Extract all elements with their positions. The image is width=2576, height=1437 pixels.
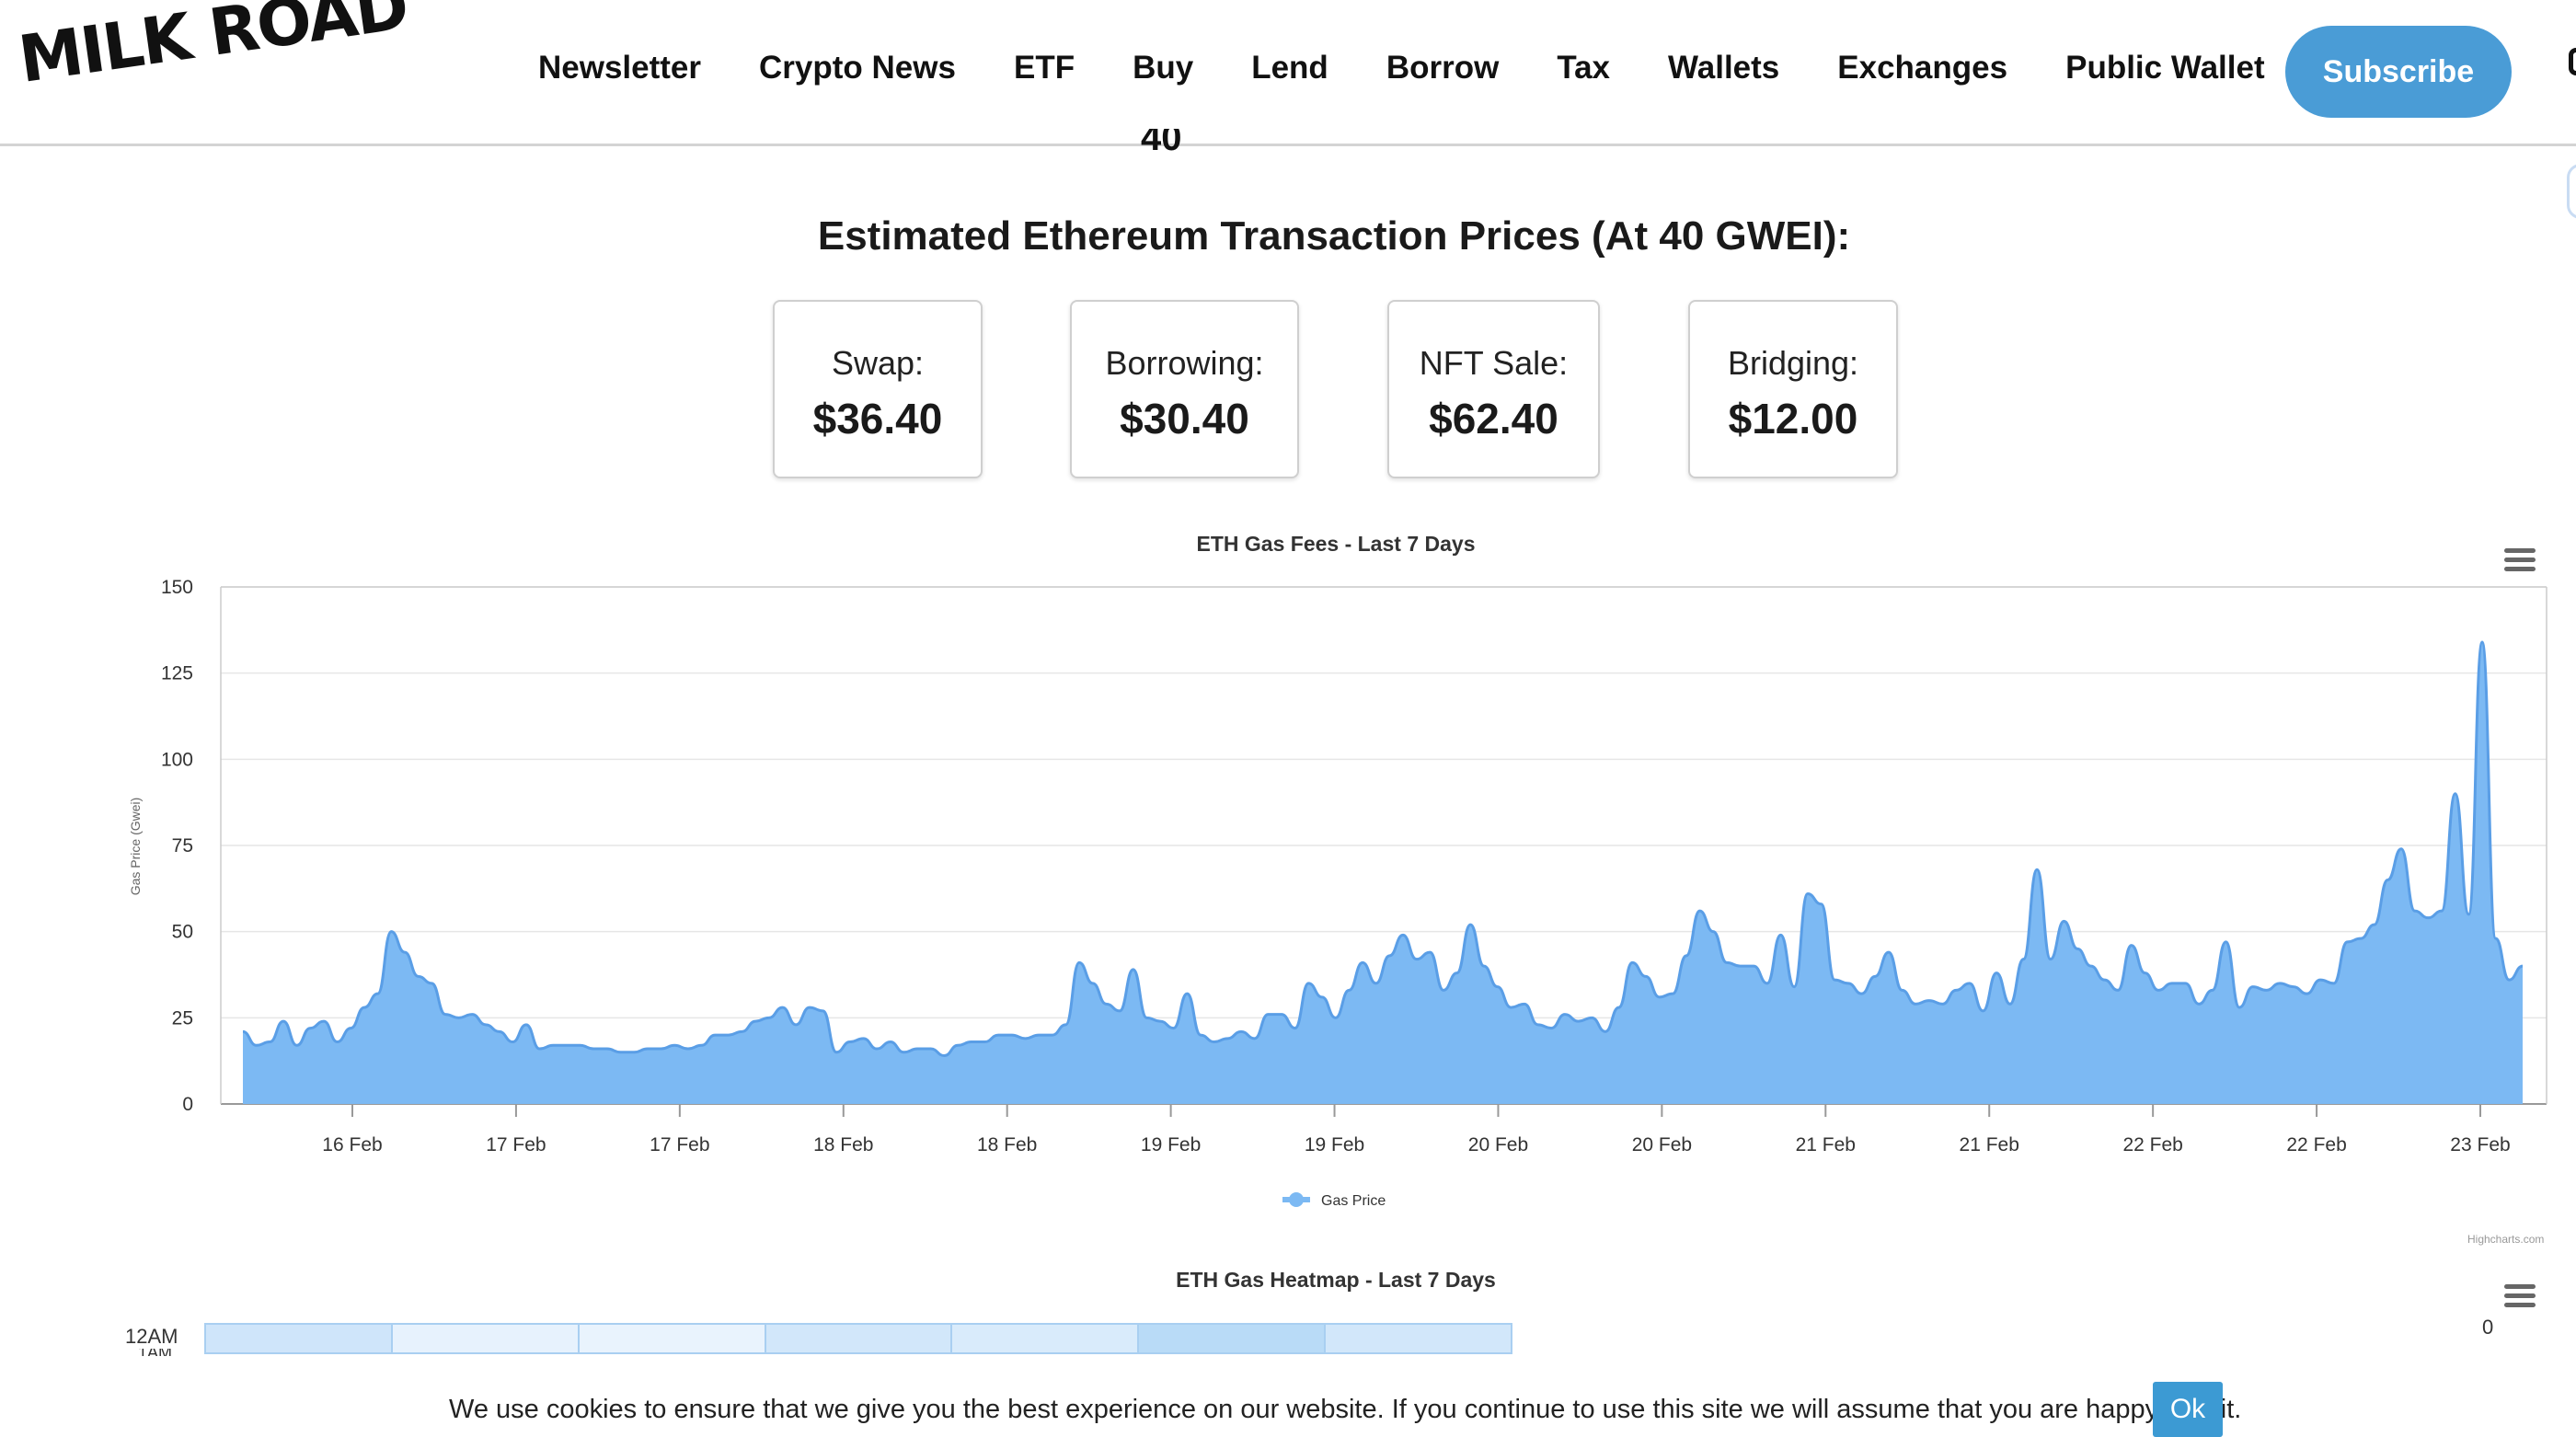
cookie-banner: We use cookies to ensure that we give yo… bbox=[0, 1356, 2576, 1437]
subscribe-button[interactable]: Subscribe bbox=[2285, 26, 2512, 118]
nav-newsletter[interactable]: Newsletter bbox=[538, 50, 702, 86]
card-label: NFT Sale: bbox=[1419, 344, 1569, 382]
gas-fees-chart: 0 25 50 75 100 125 150 Gas Price (Gwei) 16 Feb… bbox=[128, 577, 2547, 1209]
heatmap-row-label: 12AM bbox=[125, 1325, 178, 1348]
heatmap-title: ETH Gas Heatmap - Last 7 Days bbox=[1176, 1268, 1496, 1292]
y-tick-label: 50 bbox=[172, 922, 193, 943]
x-tick-label: 17 Feb bbox=[650, 1134, 709, 1155]
highcharts-credit[interactable]: Highcharts.com bbox=[2467, 1233, 2545, 1246]
nav-crypto-news[interactable]: Crypto News bbox=[759, 50, 956, 86]
x-axis-ticks: 16 Feb 17 Feb 17 Feb 18 Feb 18 Feb 19 Feb 19 F… bbox=[322, 1104, 2511, 1155]
x-tick-label: 23 Feb bbox=[2450, 1134, 2510, 1155]
gwei-value-cut-off: 40 bbox=[1141, 129, 1182, 153]
card-value: $30.40 bbox=[1120, 395, 1249, 443]
heatmap-cell[interactable] bbox=[204, 1323, 393, 1354]
x-tick-label: 19 Feb bbox=[1141, 1134, 1201, 1155]
nav-borrow[interactable]: Borrow bbox=[1386, 50, 1500, 86]
y-tick-label: 0 bbox=[182, 1094, 193, 1115]
x-tick-label: 22 Feb bbox=[2286, 1134, 2346, 1155]
x-tick-label: 21 Feb bbox=[1960, 1134, 2019, 1155]
card-value: $36.40 bbox=[812, 395, 943, 443]
card-label: Bridging: bbox=[1727, 344, 1859, 382]
y-tick-label: 150 bbox=[161, 577, 193, 598]
y-axis-ticks: 0 25 50 75 100 125 150 bbox=[161, 577, 193, 1115]
borrowing-card: Borrowing: $30.40 bbox=[1070, 300, 1299, 478]
card-value: $12.00 bbox=[1728, 395, 1858, 443]
card-label: Swap: bbox=[831, 344, 925, 382]
y-tick-label: 125 bbox=[161, 663, 193, 684]
gas-chart-title: ETH Gas Fees - Last 7 Days bbox=[1196, 532, 1476, 556]
heatmap-menu-icon[interactable] bbox=[2504, 1284, 2536, 1308]
heatmap-cell[interactable] bbox=[1137, 1323, 1327, 1354]
heatmap-cell[interactable] bbox=[764, 1323, 953, 1354]
heatmap-cell[interactable] bbox=[390, 1323, 580, 1354]
gas-heatmap bbox=[204, 1323, 1513, 1354]
legend-gas-price[interactable]: Gas Price bbox=[1321, 1193, 1386, 1209]
heatmap-cell[interactable] bbox=[1324, 1323, 1513, 1354]
x-tick-label: 18 Feb bbox=[813, 1134, 873, 1155]
x-tick-label: 18 Feb bbox=[977, 1134, 1037, 1155]
heatmap-row-label-next: 1AM bbox=[138, 1349, 172, 1356]
x-tick-label: 20 Feb bbox=[1632, 1134, 1692, 1155]
heatmap-cell[interactable] bbox=[950, 1323, 1140, 1354]
search-icon[interactable] bbox=[2569, 48, 2576, 75]
milk-road-logo[interactable]: MILK ROAD bbox=[14, 0, 412, 98]
cookie-ok-button[interactable]: Ok bbox=[2153, 1382, 2223, 1437]
estimates-heading: Estimated Ethereum Transaction Prices (A… bbox=[817, 213, 1851, 259]
nav-lend[interactable]: Lend bbox=[1251, 50, 1328, 86]
gas-price-area bbox=[243, 641, 2523, 1104]
nav-tax[interactable]: Tax bbox=[1557, 50, 1611, 86]
nav-public-wallet[interactable]: Public Wallet bbox=[2065, 50, 2265, 86]
y-tick-label: 25 bbox=[172, 1007, 193, 1029]
x-tick-label: 22 Feb bbox=[2122, 1134, 2182, 1155]
floating-widget-icon[interactable] bbox=[2567, 164, 2576, 219]
nav-buy[interactable]: Buy bbox=[1133, 50, 1194, 86]
x-tick-label: 21 Feb bbox=[1796, 1134, 1856, 1155]
chart-legend[interactable]: Gas Price bbox=[1282, 1192, 1386, 1209]
y-tick-label: 100 bbox=[161, 749, 193, 770]
site-header: MILK ROAD Newsletter Crypto News ETF Buy… bbox=[0, 0, 2576, 146]
nav-exchanges[interactable]: Exchanges bbox=[1837, 50, 2008, 86]
x-tick-label: 19 Feb bbox=[1305, 1134, 1364, 1155]
card-value: $62.40 bbox=[1429, 395, 1558, 443]
legend-gas-price-marker bbox=[1289, 1192, 1304, 1207]
y-axis-label: Gas Price (Gwei) bbox=[128, 798, 143, 896]
swap-card: Swap: $36.40 bbox=[773, 300, 983, 478]
card-label: Borrowing: bbox=[1105, 344, 1264, 382]
x-tick-label: 17 Feb bbox=[486, 1134, 546, 1155]
nav-wallets[interactable]: Wallets bbox=[1668, 50, 1780, 86]
heatmap-scale-min: 0 bbox=[2482, 1316, 2494, 1339]
x-tick-label: 16 Feb bbox=[322, 1134, 382, 1155]
chart-menu-icon[interactable] bbox=[2504, 548, 2536, 572]
y-tick-label: 75 bbox=[172, 835, 193, 856]
main-nav: Newsletter Crypto News ETF Buy Lend Borr… bbox=[538, 44, 2323, 92]
nav-etf[interactable]: ETF bbox=[1013, 50, 1075, 86]
cookie-text: We use cookies to ensure that we give yo… bbox=[449, 1395, 2242, 1424]
bridging-card: Bridging: $12.00 bbox=[1688, 300, 1898, 478]
heatmap-cell[interactable] bbox=[577, 1323, 766, 1354]
x-tick-label: 20 Feb bbox=[1468, 1134, 1528, 1155]
nft-sale-card: NFT Sale: $62.40 bbox=[1387, 300, 1600, 478]
gas-price-line bbox=[242, 640, 2524, 1058]
